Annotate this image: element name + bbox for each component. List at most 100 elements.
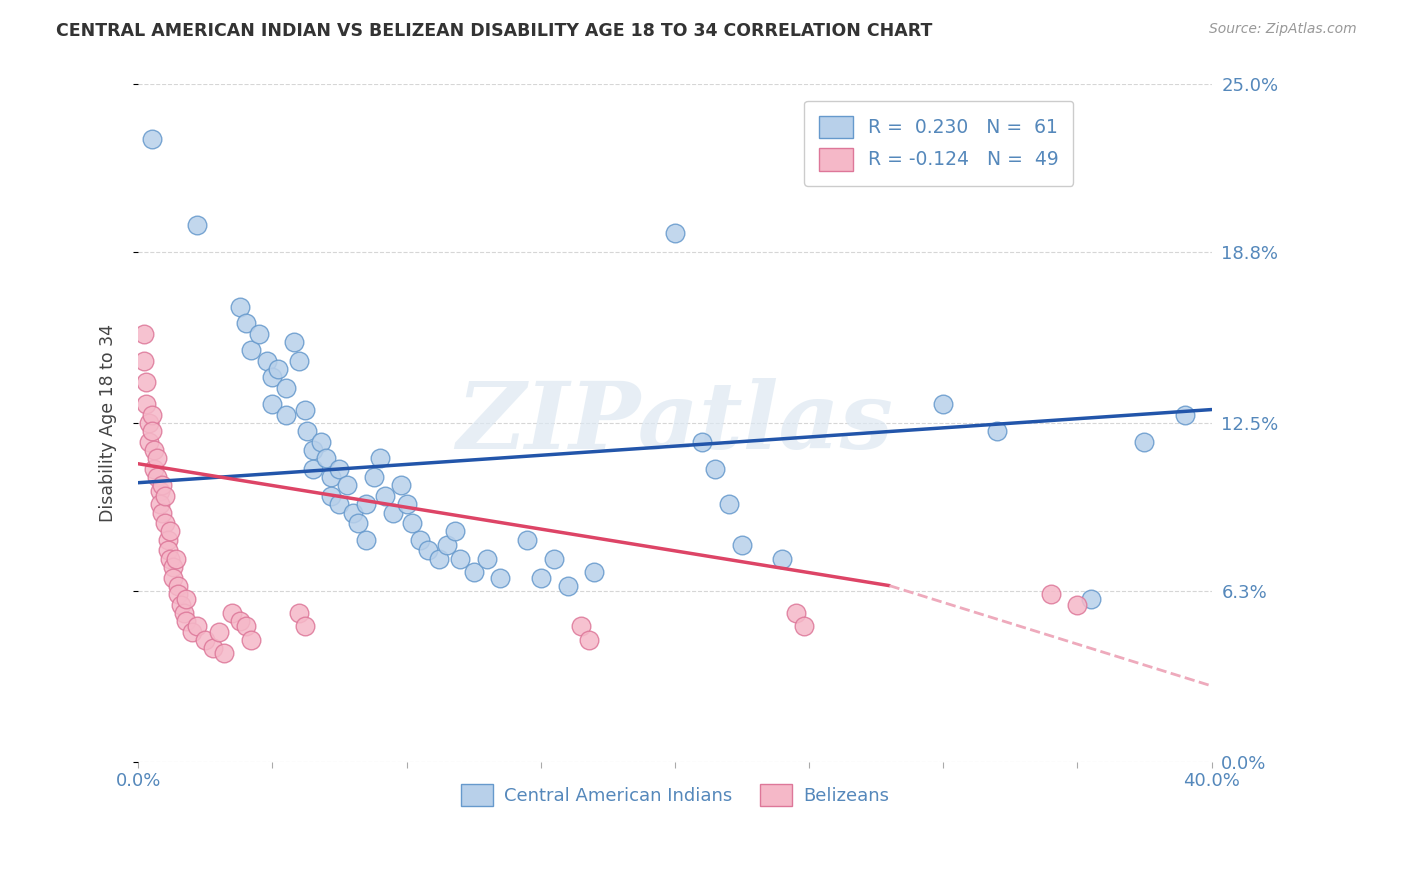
Point xyxy=(176,614,198,628)
Point xyxy=(1039,587,1062,601)
Point xyxy=(141,408,163,422)
Point xyxy=(328,497,350,511)
Point xyxy=(1066,598,1088,612)
Point xyxy=(173,606,195,620)
Point xyxy=(664,227,686,241)
Point xyxy=(149,483,172,498)
Point xyxy=(785,606,807,620)
Point xyxy=(401,516,423,531)
Point xyxy=(274,408,297,422)
Point xyxy=(374,489,396,503)
Point xyxy=(235,316,257,330)
Point xyxy=(156,533,179,547)
Point xyxy=(239,343,262,357)
Point xyxy=(443,524,465,539)
Point xyxy=(363,470,385,484)
Point xyxy=(132,353,155,368)
Point xyxy=(321,489,343,503)
Point xyxy=(176,592,198,607)
Point xyxy=(368,451,391,466)
Point xyxy=(347,516,370,531)
Point xyxy=(180,624,202,639)
Legend: Central American Indians, Belizeans: Central American Indians, Belizeans xyxy=(454,777,896,814)
Point xyxy=(717,497,740,511)
Point xyxy=(301,462,323,476)
Point xyxy=(516,533,538,547)
Point xyxy=(297,424,319,438)
Point xyxy=(194,632,217,647)
Point xyxy=(315,451,337,466)
Point xyxy=(342,506,364,520)
Point xyxy=(239,632,262,647)
Point xyxy=(309,435,332,450)
Point xyxy=(153,516,176,531)
Point xyxy=(793,619,815,633)
Point xyxy=(395,497,418,511)
Point xyxy=(301,443,323,458)
Point xyxy=(135,397,157,411)
Point xyxy=(143,443,166,458)
Point xyxy=(162,570,184,584)
Point xyxy=(159,551,181,566)
Point xyxy=(212,647,235,661)
Point xyxy=(288,606,311,620)
Point xyxy=(731,538,754,552)
Point xyxy=(150,478,173,492)
Point xyxy=(321,470,343,484)
Point xyxy=(235,619,257,633)
Point xyxy=(356,497,378,511)
Point xyxy=(202,640,225,655)
Point xyxy=(1174,408,1197,422)
Point xyxy=(247,326,270,341)
Point xyxy=(543,551,565,566)
Point xyxy=(221,606,243,620)
Point xyxy=(416,543,439,558)
Point xyxy=(146,451,169,466)
Point xyxy=(256,353,278,368)
Point xyxy=(153,489,176,503)
Point xyxy=(770,551,793,566)
Point xyxy=(267,362,290,376)
Text: CENTRAL AMERICAN INDIAN VS BELIZEAN DISABILITY AGE 18 TO 34 CORRELATION CHART: CENTRAL AMERICAN INDIAN VS BELIZEAN DISA… xyxy=(56,22,932,40)
Text: Source: ZipAtlas.com: Source: ZipAtlas.com xyxy=(1209,22,1357,37)
Point xyxy=(557,579,579,593)
Point xyxy=(149,497,172,511)
Point xyxy=(229,300,252,314)
Point xyxy=(489,570,512,584)
Point xyxy=(389,478,412,492)
Point xyxy=(475,551,498,566)
Point xyxy=(530,570,553,584)
Point xyxy=(141,424,163,438)
Point xyxy=(283,334,305,349)
Point xyxy=(690,435,713,450)
Point xyxy=(262,397,284,411)
Point xyxy=(932,397,955,411)
Point xyxy=(138,416,160,430)
Y-axis label: Disability Age 18 to 34: Disability Age 18 to 34 xyxy=(100,324,117,522)
Point xyxy=(141,131,163,145)
Point xyxy=(288,353,311,368)
Point xyxy=(167,587,190,601)
Point xyxy=(229,614,252,628)
Point xyxy=(356,533,378,547)
Point xyxy=(156,543,179,558)
Text: ZIPatlas: ZIPatlas xyxy=(457,378,893,468)
Point xyxy=(294,402,316,417)
Point xyxy=(150,506,173,520)
Point xyxy=(1080,592,1102,607)
Point xyxy=(449,551,471,566)
Point xyxy=(382,506,405,520)
Point xyxy=(262,370,284,384)
Point xyxy=(146,470,169,484)
Point xyxy=(436,538,458,552)
Point xyxy=(1133,435,1156,450)
Point xyxy=(208,624,231,639)
Point xyxy=(162,559,184,574)
Point xyxy=(159,524,181,539)
Point xyxy=(578,632,600,647)
Point xyxy=(132,326,155,341)
Point xyxy=(170,598,193,612)
Point xyxy=(138,435,160,450)
Point xyxy=(165,551,187,566)
Point xyxy=(569,619,592,633)
